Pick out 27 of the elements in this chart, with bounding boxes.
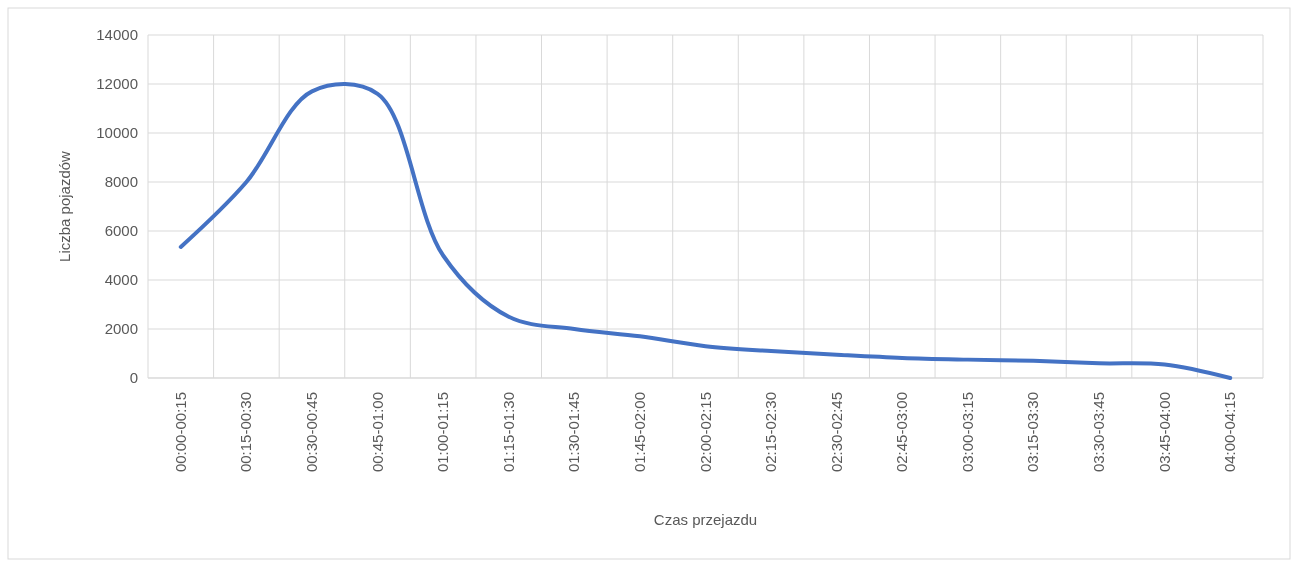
y-tick-label: 0 xyxy=(129,369,138,387)
x-tick-label: 03:30-03:45 xyxy=(1090,392,1108,473)
x-axis-title: Czas przejazdu xyxy=(653,511,758,528)
x-tick-label: 00:15-00:30 xyxy=(237,392,255,473)
x-tick-label: 02:30-02:45 xyxy=(827,392,845,473)
x-tick-label: 00:00-00:15 xyxy=(171,392,189,473)
y-tick-label: 12000 xyxy=(96,75,138,93)
x-tick-label: 02:45-03:00 xyxy=(893,392,911,473)
x-tick-label: 01:30-01:45 xyxy=(565,392,583,473)
x-tick-label: 00:30-00:45 xyxy=(302,392,320,473)
y-tick-label: 2000 xyxy=(104,320,138,338)
x-tick-label: 03:45-04:00 xyxy=(1155,392,1173,473)
x-tick-label: 03:15-03:30 xyxy=(1024,392,1042,473)
x-tick-label: 00:45-01:00 xyxy=(368,392,386,473)
x-tick-label: 04:00-04:15 xyxy=(1221,392,1239,473)
y-axis-title: Liczba pojazdów xyxy=(56,150,73,262)
x-tick-label: 02:15-02:30 xyxy=(762,392,780,473)
y-tick-label: 8000 xyxy=(104,173,138,191)
x-tick-label: 01:15-01:30 xyxy=(499,392,517,473)
x-tick-label: 03:00-03:15 xyxy=(958,392,976,473)
x-tick-label: 01:45-02:00 xyxy=(630,392,648,473)
y-tick-label: 10000 xyxy=(96,124,138,142)
x-tick-label: 02:00-02:15 xyxy=(696,392,714,473)
y-tick-label: 14000 xyxy=(96,26,138,44)
y-tick-label: 6000 xyxy=(104,222,138,240)
y-tick-label: 4000 xyxy=(104,271,138,289)
x-tick-label: 01:00-01:15 xyxy=(434,392,452,473)
